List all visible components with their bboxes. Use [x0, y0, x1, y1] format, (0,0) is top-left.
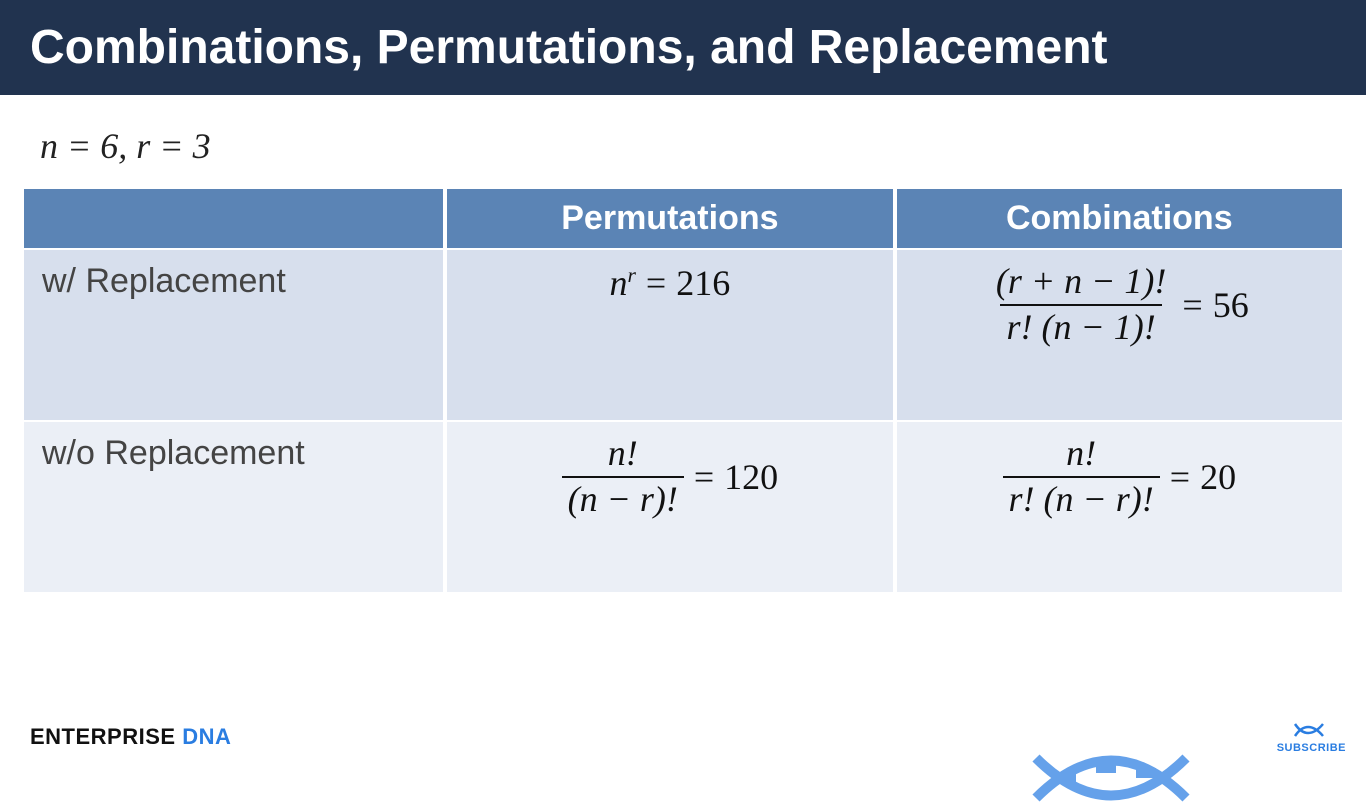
comb-without-num: n! — [1060, 434, 1102, 476]
comb-with-num: (r + n − 1)! — [990, 262, 1173, 304]
perm-with-base: n — [610, 263, 628, 303]
table-row: w/ Replacement nr = 216 (r + n − 1)! r! … — [24, 250, 1342, 420]
col-combinations: Combinations — [897, 189, 1342, 248]
parameters: n = 6, r = 3 — [0, 95, 1366, 187]
comb-with-result: 56 — [1213, 284, 1249, 326]
cell-comb-with: (r + n − 1)! r! (n − 1)! = 56 — [897, 250, 1342, 420]
cell-comb-without: n! r! (n − r)! = 20 — [897, 422, 1342, 592]
row-label-with-replacement: w/ Replacement — [24, 250, 443, 420]
params-text: n = 6, r = 3 — [40, 126, 211, 166]
cell-perm-without: n! (n − r)! = 120 — [447, 422, 892, 592]
comb-without-result: 20 — [1200, 456, 1236, 498]
formula-table: Permutations Combinations w/ Replacement… — [20, 187, 1346, 594]
title-text: Combinations, Permutations, and Replacem… — [30, 21, 1108, 74]
row-label-without-replacement: w/o Replacement — [24, 422, 443, 592]
perm-with-result: 216 — [676, 262, 730, 304]
table-container: Permutations Combinations w/ Replacement… — [0, 187, 1366, 594]
table-row: w/o Replacement n! (n − r)! = 120 n — [24, 422, 1342, 592]
brand-text-1: ENTERPRISE — [30, 724, 176, 749]
table-header-row: Permutations Combinations — [24, 189, 1342, 248]
slide-title: Combinations, Permutations, and Replacem… — [0, 0, 1366, 95]
perm-without-den: (n − r)! — [562, 476, 684, 520]
perm-with-sup: r — [628, 263, 636, 287]
subscribe-badge[interactable]: SUBSCRIBE — [1277, 718, 1346, 754]
col-blank — [24, 189, 443, 248]
cell-perm-with: nr = 216 — [447, 250, 892, 420]
comb-without-den: r! (n − r)! — [1003, 476, 1160, 520]
perm-without-num: n! — [602, 434, 644, 476]
comb-with-den: r! (n − 1)! — [1000, 304, 1161, 348]
brand-footer: ENTERPRISE DNA — [30, 724, 231, 750]
dna-icon — [1293, 718, 1329, 740]
perm-without-result: 120 — [724, 456, 778, 498]
brand-text-2: DNA — [182, 724, 231, 749]
dna-decoration-icon — [1026, 688, 1246, 808]
subscribe-label: SUBSCRIBE — [1277, 742, 1346, 754]
col-permutations: Permutations — [447, 189, 892, 248]
